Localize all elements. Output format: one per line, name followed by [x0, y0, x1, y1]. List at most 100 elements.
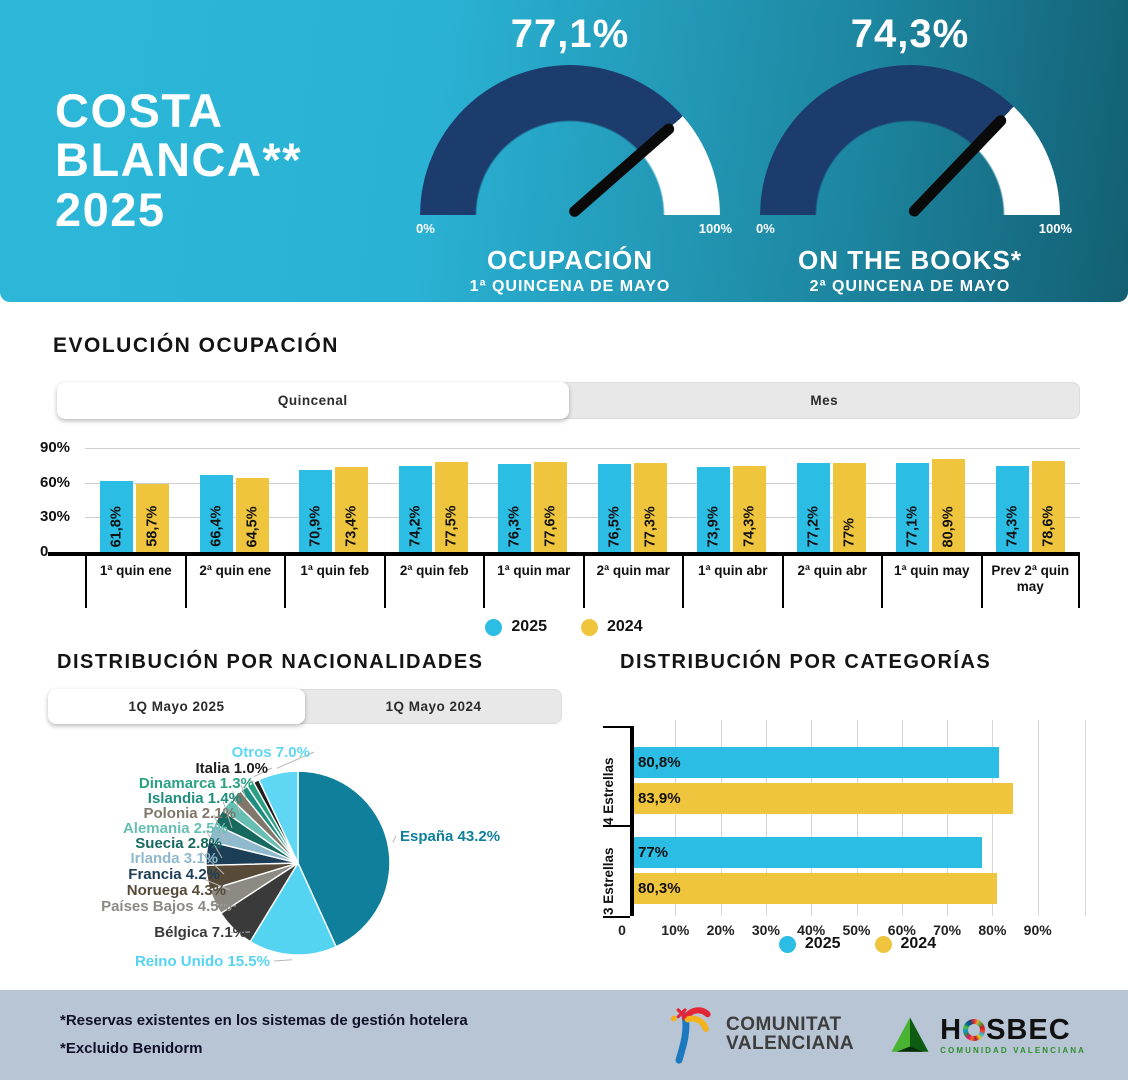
- category-label: 1ª quin feb: [284, 556, 384, 608]
- gridline: [85, 482, 1080, 484]
- x-axis-tick-label: 60%: [887, 922, 916, 938]
- legend-dot-icon: [874, 935, 892, 953]
- bar-value-label: 77%: [841, 517, 858, 547]
- gauge-ocupacion-value: 77,1%: [510, 12, 630, 56]
- x-axis-tick-label: 10%: [661, 922, 690, 938]
- pie-label-España: España 43.2%: [400, 828, 500, 845]
- legend-item-2024: 2024: [874, 935, 937, 953]
- bar-2025: 77,2%: [796, 462, 830, 552]
- hbar-2025: 77%: [633, 837, 982, 868]
- category-label: 2ª quin ene: [184, 556, 285, 608]
- bar-2025: 76,3%: [498, 463, 532, 552]
- palm-tree-icon: [670, 1007, 711, 1064]
- tab-1q-mayo-2025[interactable]: 1Q Mayo 2025: [48, 689, 305, 724]
- bar-2025: 61,8%: [100, 480, 134, 552]
- tab-quincenal[interactable]: Quincenal: [57, 382, 569, 419]
- tab-mes[interactable]: Mes: [810, 393, 839, 408]
- brand-title: COSTA BLANCA** 2025: [55, 86, 302, 234]
- bar-2025: 76,5%: [597, 463, 631, 552]
- pie-leader-line: [230, 931, 251, 934]
- pie-label-Irlanda: Irlanda 3.1%: [130, 850, 218, 867]
- legend-item-2025: 2025: [778, 935, 841, 953]
- bar-2024: 80,9%: [932, 458, 966, 552]
- gridline: [765, 720, 767, 916]
- gauge-otb-dial: 0% 100%: [756, 65, 1072, 365]
- bar-value-label: 58,7%: [144, 505, 161, 547]
- hbar-value-label: 80,8%: [638, 754, 681, 771]
- hosbec-wordmark: H SBEC: [940, 1015, 1086, 1045]
- category-label: 1ª quin may: [881, 556, 981, 608]
- category-label: 1ª quin abr: [682, 556, 782, 608]
- gauge-min-label: 0%: [756, 221, 775, 236]
- legend-label: 2025: [511, 618, 547, 635]
- gridline: [947, 720, 949, 916]
- x-axis-tick-label: 40%: [797, 922, 826, 938]
- gridline: [992, 720, 994, 916]
- bar-pair: 76,5% 77,3%: [597, 462, 667, 552]
- footnote-benidorm: *Excluido Benidorm: [60, 1040, 203, 1057]
- pie-leader-line: [210, 903, 237, 907]
- bar-2024: 77,5%: [434, 462, 468, 552]
- bar-value-label: 73,4%: [343, 505, 360, 547]
- y-axis-tick-label: 30%: [40, 508, 71, 526]
- brand-line-1: COSTA: [55, 84, 224, 137]
- category-label: 1ª quin ene: [85, 556, 185, 608]
- bar-value-label: 77,5%: [443, 505, 460, 547]
- pie-leader-line: [240, 784, 247, 799]
- hosbec-triangle-icon: [891, 1017, 929, 1052]
- bar-pair: 74,3% 78,6%: [995, 461, 1065, 552]
- x-axis-tick-label: 50%: [842, 922, 871, 938]
- bar-value-label: 61,8%: [108, 505, 125, 547]
- pie-label-Alemania: Alemania 2.5%: [123, 820, 228, 837]
- gridline: [811, 720, 813, 916]
- footer-logos: COMUNITAT VALENCIANA H SBEC COMUNIDAD VAL…: [666, 1004, 1086, 1066]
- legend-item-2024: 2024: [581, 618, 643, 636]
- x-axis-tick-label: 80%: [978, 922, 1007, 938]
- bar-pair: 70,9% 73,4%: [299, 467, 369, 552]
- gauge-on-the-books: 74,3% 0% 100% ON THE BOOKS* 2ª QUINCENA …: [756, 12, 1072, 365]
- y-axis-tick-label: 60%: [40, 473, 71, 491]
- pie-leader-line: [201, 852, 225, 875]
- bar-2024: 77,6%: [534, 462, 568, 552]
- legend-label: 2024: [900, 935, 937, 952]
- nationalities-tabs: 1Q Mayo 2025 1Q Mayo 2024: [48, 689, 562, 724]
- header-banner: COSTA BLANCA** 2025 77,1% 0% 100% OCUPAC…: [0, 0, 1128, 365]
- bar-2024: 64,5%: [235, 477, 269, 552]
- gridline: [901, 720, 903, 916]
- axis-tick: [603, 825, 630, 827]
- pie-label-Polonia: Polonia 2.1%: [143, 805, 236, 822]
- bar-value-label: 77,2%: [805, 505, 822, 547]
- comunitat-valenciana-text: COMUNITAT VALENCIANA: [726, 1016, 854, 1053]
- bar-2025: 74,2%: [398, 466, 432, 552]
- x-axis-tick-label: 20%: [706, 922, 735, 938]
- nationalities-title: DISTRIBUCIÓN POR NACIONALIDADES: [57, 651, 484, 673]
- evolution-tabs: Quincenal Mes: [57, 382, 1080, 419]
- pie-label-Suecia: Suecia 2.8%: [135, 835, 222, 852]
- y-axis-tick-label: 0: [40, 543, 49, 560]
- hosbec-text: H SBEC COMUNIDAD VALENCIANA: [940, 1015, 1086, 1055]
- legend-label: 2025: [804, 935, 841, 952]
- hbar-value-label: 83,9%: [638, 790, 681, 807]
- bar-value-label: 74,2%: [407, 505, 424, 547]
- pie-label-Bélgica: Bélgica 7.1%: [154, 924, 246, 941]
- bar-2024: 77,3%: [633, 462, 667, 552]
- pie-label-Dinamarca: Dinamarca 1.3%: [139, 775, 254, 792]
- bar-value-label: 76,3%: [506, 505, 523, 547]
- axis-tick: [603, 726, 630, 728]
- legend-item-2025: 2025: [485, 618, 547, 636]
- tab-1q-mayo-2024[interactable]: 1Q Mayo 2024: [385, 699, 482, 714]
- category-label: 1ª quin mar: [483, 556, 583, 608]
- legend-dot-icon: [485, 618, 503, 636]
- hosbec-subtitle: COMUNIDAD VALENCIANA: [940, 1045, 1086, 1055]
- bar-2024: 78,6%: [1031, 461, 1065, 552]
- bar-pair: 61,8% 58,7%: [100, 480, 170, 552]
- bar-value-label: 74,3%: [741, 505, 758, 547]
- category-label: 2ª quin abr: [781, 556, 882, 608]
- pie-leader-line: [273, 959, 293, 962]
- bottom-row: DISTRIBUCIÓN POR NACIONALIDADES 1Q Mayo …: [0, 645, 1128, 990]
- bar-pair: 77,1% 80,9%: [896, 458, 966, 552]
- x-axis-line: [48, 552, 1080, 556]
- pie-label-Otros: Otros 7.0%: [232, 744, 310, 761]
- hbar-value-label: 77%: [638, 844, 669, 861]
